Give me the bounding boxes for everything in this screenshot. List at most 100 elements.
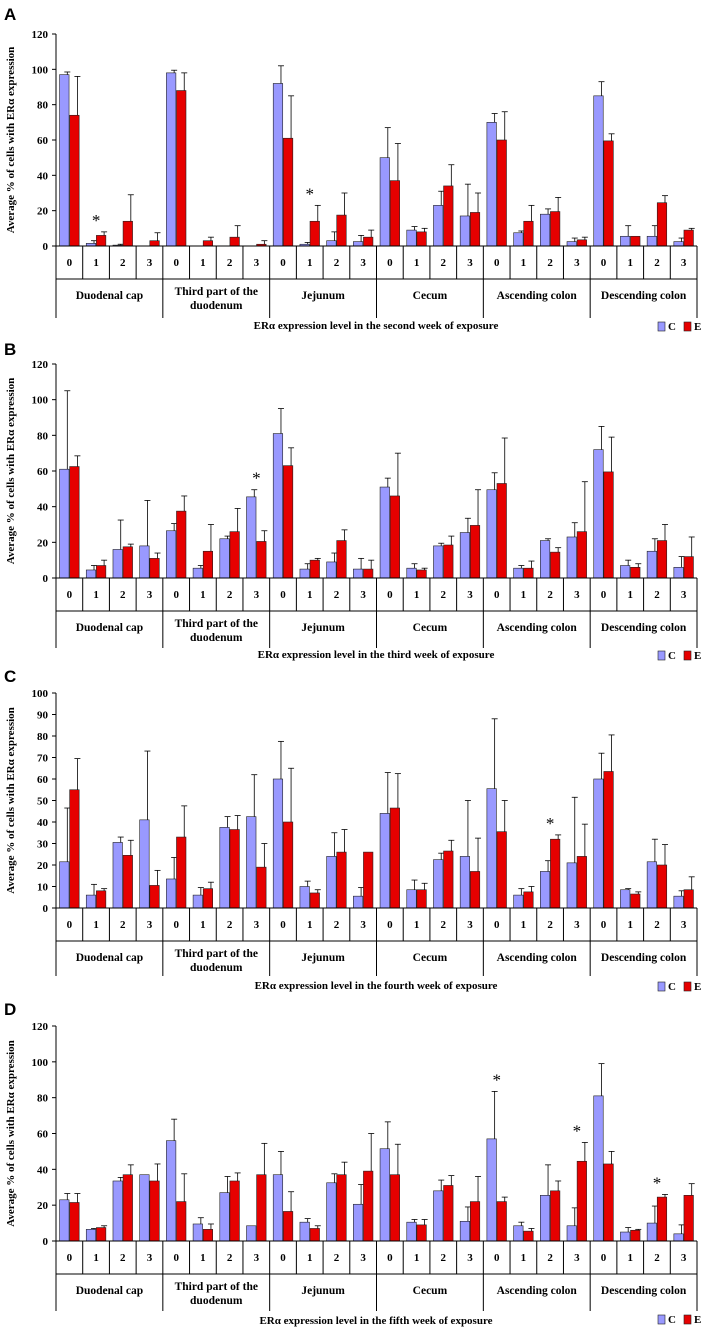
category-label: 3 xyxy=(681,589,687,601)
bar-e xyxy=(309,559,320,579)
x-axis-title: ERα expression level in the fourth week … xyxy=(255,980,498,992)
panel-d: D Average % of cells with ERα expression 0… xyxy=(4,1000,701,1327)
y-tick-label: 60 xyxy=(37,1129,49,1141)
category-label: 1 xyxy=(627,1252,633,1264)
bar-e xyxy=(229,829,240,909)
legend-label-e: E xyxy=(694,321,701,333)
bar-c xyxy=(566,241,577,247)
category-label: 2 xyxy=(441,1252,447,1264)
bar-e xyxy=(496,139,507,247)
bar-c xyxy=(59,468,70,579)
bar-c xyxy=(326,1182,337,1242)
bar-c xyxy=(406,889,417,909)
region-label: Third part of the xyxy=(175,1281,258,1293)
legend-label-e: E xyxy=(694,650,701,662)
bar-e xyxy=(656,864,668,909)
bar-c xyxy=(219,538,230,579)
category-label: 0 xyxy=(280,589,286,601)
bar-e xyxy=(69,789,80,909)
bar-c xyxy=(166,878,177,909)
y-tick-label: 80 xyxy=(37,100,49,112)
category-label: 0 xyxy=(67,589,73,601)
category-label: 2 xyxy=(547,257,553,269)
legend-label-e: E xyxy=(694,981,701,993)
category-label: 2 xyxy=(120,589,126,601)
bar-c xyxy=(540,540,551,579)
bar-e xyxy=(256,866,267,909)
category-label: 2 xyxy=(334,589,340,601)
bar-c xyxy=(433,205,444,247)
bar-c xyxy=(673,241,684,247)
bar-c xyxy=(593,449,604,579)
bar-c xyxy=(166,1140,177,1242)
bar-e xyxy=(389,807,400,909)
y-tick-label: 60 xyxy=(37,135,49,147)
bar-e xyxy=(389,495,400,579)
region-label: duodenum xyxy=(190,962,243,974)
bar-c xyxy=(326,561,337,579)
category-label: 2 xyxy=(547,1252,553,1264)
bar-c xyxy=(85,1229,97,1242)
bar-e xyxy=(69,466,80,579)
bar-c xyxy=(326,240,337,247)
bar-c xyxy=(566,862,577,909)
bar-e xyxy=(576,856,587,909)
bar-e xyxy=(603,471,614,579)
region-label: Jejunum xyxy=(301,622,345,634)
y-tick-label: 50 xyxy=(37,796,49,808)
bar-e xyxy=(363,1170,374,1242)
category-label: 2 xyxy=(441,919,447,931)
bar-e xyxy=(683,889,694,909)
bar-c xyxy=(620,1231,631,1242)
y-tick-label: 20 xyxy=(37,860,49,872)
bar-c xyxy=(246,816,257,909)
category-label: 0 xyxy=(387,589,393,601)
bar-c xyxy=(272,83,284,247)
bar-c xyxy=(166,530,177,579)
y-tick-label: 30 xyxy=(37,839,49,851)
y-tick-label: 120 xyxy=(32,1021,49,1033)
panel-letter: D xyxy=(4,1000,16,1019)
bar-e xyxy=(309,220,320,247)
bar-c xyxy=(246,496,257,579)
significance-star: * xyxy=(653,1173,662,1192)
category-label: 3 xyxy=(467,919,473,931)
region-label: Ascending colon xyxy=(497,952,578,964)
bar-e xyxy=(283,821,294,909)
category-label: 3 xyxy=(360,589,366,601)
bar-e xyxy=(389,1174,400,1242)
y-tick-label: 0 xyxy=(43,903,49,915)
category-label: 2 xyxy=(334,257,340,269)
category-label: 1 xyxy=(627,919,633,931)
bar-e xyxy=(283,1211,294,1242)
bar-c xyxy=(620,889,631,909)
bar-e xyxy=(176,1201,187,1242)
category-label: 2 xyxy=(547,589,553,601)
bar-c xyxy=(139,545,150,579)
bar-e xyxy=(683,229,694,247)
category-label: 2 xyxy=(227,919,233,931)
bar-c xyxy=(566,1225,577,1242)
category-label: 3 xyxy=(681,919,687,931)
y-tick-label: 40 xyxy=(37,502,49,514)
bar-c xyxy=(513,894,524,909)
bar-c xyxy=(673,895,684,909)
bar-e xyxy=(176,510,187,579)
category-label: 3 xyxy=(254,1252,260,1264)
y-tick-label: 0 xyxy=(43,1236,49,1248)
category-label: 2 xyxy=(654,919,660,931)
bar-e xyxy=(603,140,614,247)
significance-star: * xyxy=(92,211,101,230)
category-label: 3 xyxy=(147,1252,153,1264)
significance-star: * xyxy=(573,1121,582,1140)
category-label: 1 xyxy=(521,589,527,601)
bar-c xyxy=(593,95,604,247)
bar-c xyxy=(646,861,657,909)
bar-c xyxy=(353,568,364,579)
category-label: 1 xyxy=(627,257,633,269)
bar-e xyxy=(176,90,187,247)
bar-c xyxy=(406,567,417,579)
